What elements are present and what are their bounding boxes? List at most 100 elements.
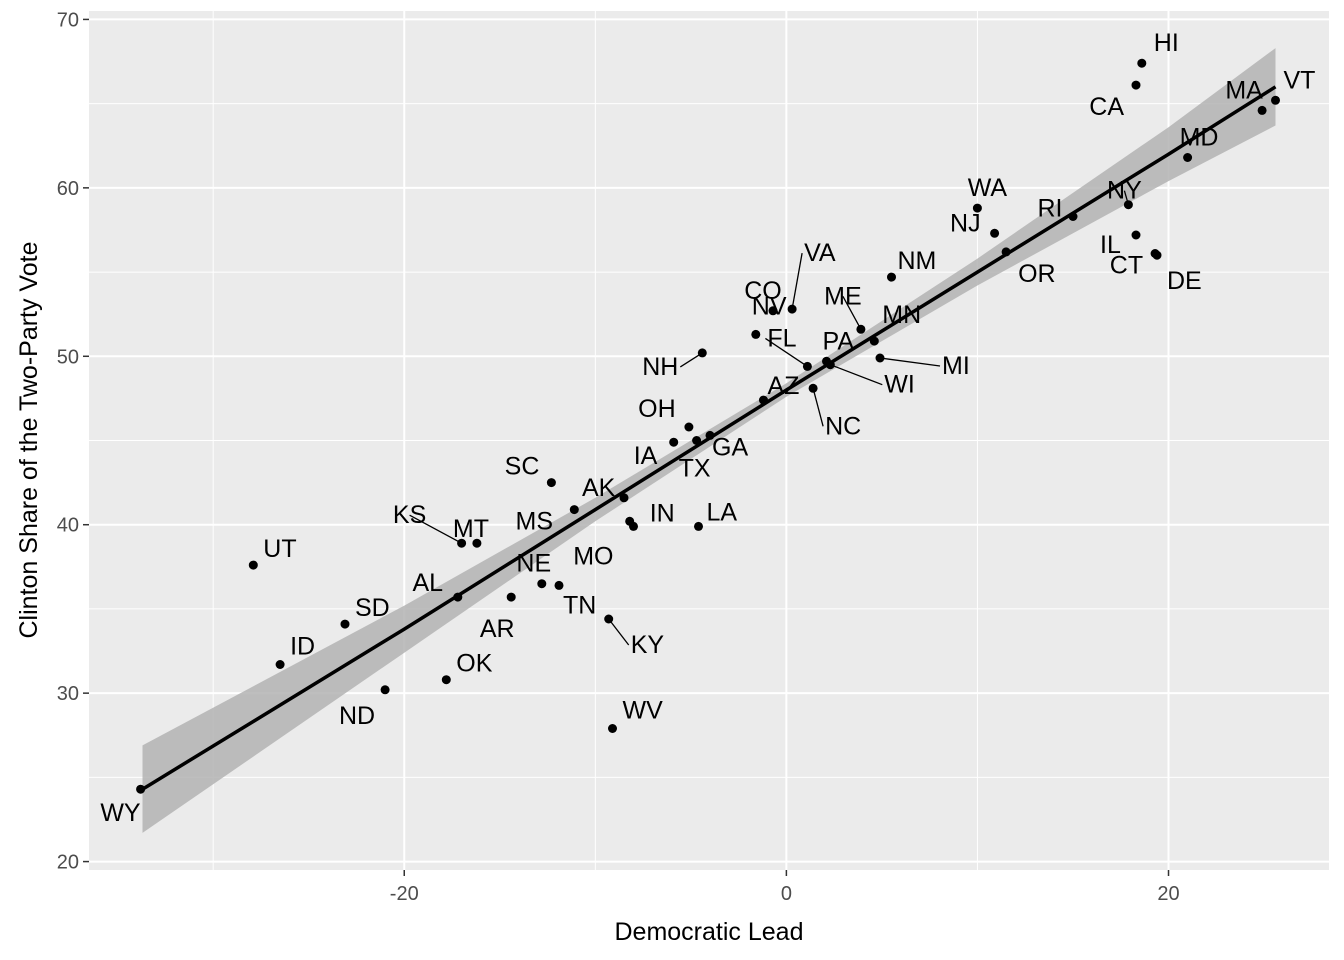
point-label-ny: NY xyxy=(1107,177,1142,205)
point-de xyxy=(1152,250,1162,260)
y-tick-label: 20 xyxy=(57,852,79,874)
point-ne xyxy=(537,579,547,589)
point-me xyxy=(856,324,866,334)
y-tick-label: 40 xyxy=(57,515,79,537)
point-ms xyxy=(569,505,579,515)
point-label-de: DE xyxy=(1167,267,1202,295)
point-label-pa: PA xyxy=(823,327,855,355)
point-label-nj: NJ xyxy=(950,209,981,237)
point-nj xyxy=(990,228,1000,238)
point-ks xyxy=(457,538,467,548)
point-label-ks: KS xyxy=(393,501,426,529)
x-tick-label: 20 xyxy=(1157,883,1179,905)
point-or xyxy=(1001,247,1011,257)
point-nd xyxy=(380,685,390,695)
point-label-mo: MO xyxy=(573,542,613,570)
x-tick-label: -20 xyxy=(390,883,419,905)
point-ca xyxy=(1131,80,1141,90)
fit-line xyxy=(141,85,1277,791)
point-label-nm: NM xyxy=(898,247,937,275)
point-label-wv: WV xyxy=(623,697,664,725)
point-nv xyxy=(751,329,761,339)
leader-wi xyxy=(830,364,883,386)
point-label-oh: OH xyxy=(638,395,676,423)
point-nm xyxy=(887,272,896,282)
point-label-id: ID xyxy=(290,633,315,661)
point-label-ms: MS xyxy=(516,508,554,536)
point-il xyxy=(1131,230,1141,240)
point-label-ri: RI xyxy=(1038,195,1063,223)
y-tick-label: 60 xyxy=(57,178,79,200)
leader-mi xyxy=(879,357,941,367)
point-label-ma: MA xyxy=(1225,76,1263,104)
point-label-al: AL xyxy=(413,569,444,597)
y-tick-label: 30 xyxy=(57,683,79,705)
point-label-nd: ND xyxy=(339,702,375,730)
point-wa xyxy=(972,203,982,213)
leader-fl xyxy=(765,337,808,367)
point-label-ky: KY xyxy=(631,631,665,659)
point-fl xyxy=(802,361,812,371)
point-label-wi: WI xyxy=(884,371,915,399)
point-label-ak: AK xyxy=(582,474,616,502)
point-wi xyxy=(825,360,835,370)
leader-va xyxy=(791,252,803,310)
point-ny xyxy=(1123,200,1133,210)
point-sd xyxy=(340,619,350,629)
point-label-tx: TX xyxy=(679,455,711,483)
point-vt xyxy=(1271,95,1280,105)
point-label-la: LA xyxy=(707,498,738,526)
point-mn xyxy=(869,336,879,346)
point-md xyxy=(1183,153,1193,162)
point-va xyxy=(787,304,797,314)
point-nh xyxy=(697,348,707,358)
point-label-fl: FL xyxy=(767,324,796,352)
point-label-il: IL xyxy=(1100,231,1121,259)
point-tn xyxy=(554,580,564,590)
point-label-in: IN xyxy=(650,499,675,527)
point-mo xyxy=(629,521,638,531)
y-tick-label: 50 xyxy=(57,346,79,368)
point-label-ut: UT xyxy=(263,535,296,563)
point-label-ne: NE xyxy=(516,550,551,578)
point-label-wy: WY xyxy=(100,799,141,827)
regression-line xyxy=(141,85,1277,791)
point-la xyxy=(694,521,703,531)
grid xyxy=(89,11,1329,870)
point-mt xyxy=(472,538,482,548)
point-label-sd: SD xyxy=(355,594,390,622)
data-points xyxy=(136,58,1280,794)
point-label-or: OR xyxy=(1018,260,1056,288)
leader-nc xyxy=(812,388,824,427)
point-oh xyxy=(684,422,694,432)
point-label-md: MD xyxy=(1180,124,1219,152)
point-ak xyxy=(619,493,629,503)
point-label-wa: WA xyxy=(968,174,1008,202)
point-mi xyxy=(875,353,885,363)
point-label-ca: CA xyxy=(1089,93,1124,121)
point-label-vt: VT xyxy=(1284,66,1316,94)
x-tick-label: 0 xyxy=(781,883,792,905)
point-label-ar: AR xyxy=(480,615,515,643)
point-ma xyxy=(1257,105,1267,115)
point-label-ct: CT xyxy=(1110,252,1143,280)
point-label-nh: NH xyxy=(642,353,678,381)
point-ga xyxy=(705,430,715,440)
point-ia xyxy=(669,437,679,447)
point-label-mn: MN xyxy=(882,301,921,329)
point-label-mt: MT xyxy=(453,515,489,543)
point-label-ga: GA xyxy=(712,433,748,461)
point-label-nc: NC xyxy=(825,412,861,440)
y-tick-label: 70 xyxy=(57,9,79,31)
point-label-mi: MI xyxy=(942,352,970,380)
x-axis-title: Democratic Lead xyxy=(615,918,804,946)
point-nc xyxy=(808,383,818,393)
point-hi xyxy=(1137,58,1147,68)
point-sc xyxy=(546,478,556,488)
leader-me xyxy=(842,295,862,330)
point-tx xyxy=(692,436,702,445)
point-id xyxy=(275,660,285,669)
point-ok xyxy=(441,675,451,685)
